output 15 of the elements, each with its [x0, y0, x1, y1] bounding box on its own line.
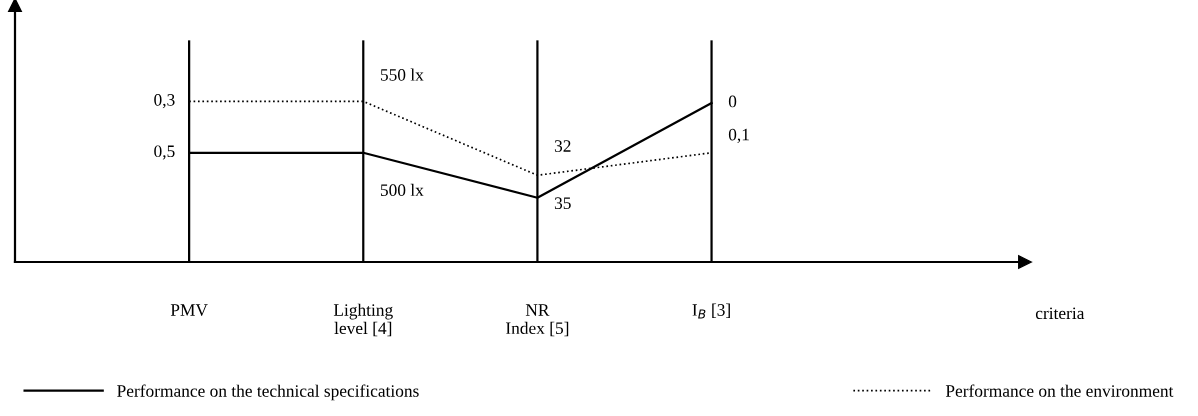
- annotation: 35: [554, 197, 571, 210]
- annotation: 0,1: [728, 128, 749, 143]
- legend-label: Performance on the environment: [945, 384, 1174, 397]
- annotation: 0,5: [154, 145, 175, 160]
- text: criteria: [1035, 307, 1085, 320]
- annotation: 0: [728, 95, 737, 108]
- annotation: 0,3: [154, 94, 175, 109]
- legend-label: Performance on the technical specifications: [117, 384, 419, 401]
- annotation: 550 lx: [380, 68, 424, 81]
- x-tick-label: I$_{B}$ [3]: [692, 303, 730, 319]
- annotation: 500 lx: [380, 183, 424, 197]
- annotation: 32: [554, 140, 571, 152]
- x-tick-label: NR Index [5]: [505, 304, 569, 337]
- x-tick-label: PMV: [170, 304, 208, 316]
- x-tick-label: Lighting level [4]: [333, 303, 393, 337]
